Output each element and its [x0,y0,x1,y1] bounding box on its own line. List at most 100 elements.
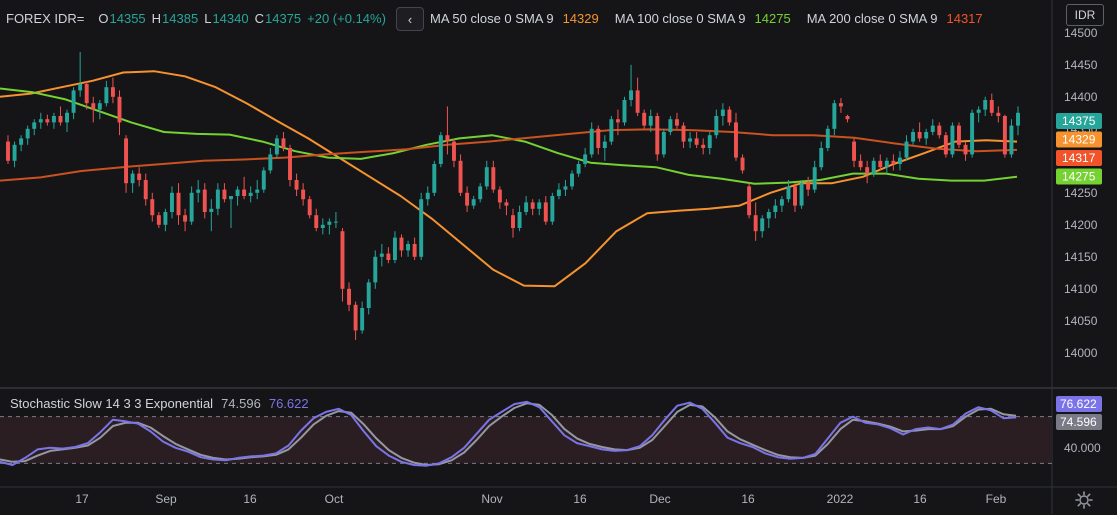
candle-body [97,103,102,110]
candle-body [425,192,430,200]
candle-body [156,215,161,225]
candle-body [294,180,299,190]
price-badge-bg [1056,150,1102,166]
candle-body [1002,116,1007,155]
price-badge-bg [1056,131,1102,148]
candle-body [209,208,214,212]
symbol-legend: FOREX IDR= O 14355 H 14385 L 14340 C 143… [6,8,386,28]
candle-body [215,189,220,209]
stochastic-badge: 76.622 [1056,396,1102,412]
close-label: C [254,10,264,26]
candle-body [124,138,129,184]
stochastic-badge-bg [1056,414,1102,430]
candle-body [747,186,752,216]
candle-body [911,132,916,142]
time-tick-label: 16 [243,492,257,506]
candle-body [229,196,233,200]
gear-icon[interactable] [1074,490,1094,510]
candle-body [963,144,968,155]
candle-body [878,160,883,168]
candle-body [793,186,797,206]
candle-body [452,141,456,161]
time-tick-label: 16 [741,492,755,506]
candle-body [701,144,706,148]
candle-body [615,119,620,123]
candle-body [110,87,115,97]
open-value: 14355 [109,10,146,26]
candle-body [288,148,292,180]
candle-body [602,141,607,148]
price-tick-label: 14150 [1064,250,1098,264]
price-badge-bg [1056,113,1102,129]
candle-body [406,244,411,251]
candle-body [609,119,614,142]
candle-body [524,202,529,212]
candle-body [642,112,647,126]
price-badge: 14317 [1056,150,1102,166]
price-badge-label: 14329 [1062,133,1096,147]
candle-body [320,224,325,228]
candle-body [629,90,634,100]
candle-body [727,109,732,123]
candle-body [707,135,712,148]
candle-body [734,122,738,158]
ma100-value: 14275 [754,10,791,26]
candle-body [314,215,319,228]
candle-body [71,90,76,113]
ma50-value: 14329 [562,10,599,26]
candle-body [740,157,745,171]
time-tick-label: Feb [986,492,1007,506]
candle-body [484,167,489,187]
candle-body [150,199,155,216]
candle-body [491,167,496,190]
candle-body [84,84,89,104]
candle-body [511,215,515,228]
candle-body [235,189,240,196]
stochastic-badge-label: 74.596 [1060,415,1097,429]
ma50-label[interactable]: MA 50 close 0 SMA 9 [430,10,554,26]
stochastic-badge-bg [1056,396,1102,412]
candle-body [65,112,69,123]
candle-body [930,125,935,132]
candle-body [681,125,686,142]
ma100-label[interactable]: MA 100 close 0 SMA 9 [614,10,746,26]
candle-body [556,189,561,196]
candle-body [983,100,988,110]
candle-body [38,119,43,123]
candle-body [570,173,574,187]
candle-body [412,244,417,257]
candle-body [353,304,358,331]
candle-body [865,167,870,174]
collapse-legend-button[interactable]: ‹ [396,7,424,31]
candle-body [242,189,247,196]
candle-body [268,154,273,171]
currency-button[interactable]: IDR [1066,4,1104,26]
candle-body [373,256,378,283]
candle-body [347,288,352,305]
candle-body [143,180,148,200]
ma100-line [0,87,1018,185]
candle-body [32,122,37,129]
candle-body [806,183,811,190]
candle-body [432,164,437,193]
candle-body [1016,112,1020,126]
candle-body [661,132,666,155]
high-value: 14385 [162,10,199,26]
price-tick-label: 14500 [1064,26,1098,40]
candle-body [248,192,253,196]
candle-body [714,116,719,136]
candle-body [163,212,168,225]
symbol-name[interactable]: FOREX IDR= [6,10,85,26]
candle-body [550,196,555,222]
candle-body [399,237,404,251]
ma200-label[interactable]: MA 200 close 0 SMA 9 [806,10,938,26]
candle-body [655,116,660,155]
candle-body [720,109,725,116]
candle-body [943,135,948,155]
candle-body [996,112,1001,116]
candle-body [104,87,109,104]
candle-body [504,202,509,206]
stochastic-label[interactable]: Stochastic Slow 14 3 3 Exponential [10,396,214,411]
candle-body [950,125,955,155]
